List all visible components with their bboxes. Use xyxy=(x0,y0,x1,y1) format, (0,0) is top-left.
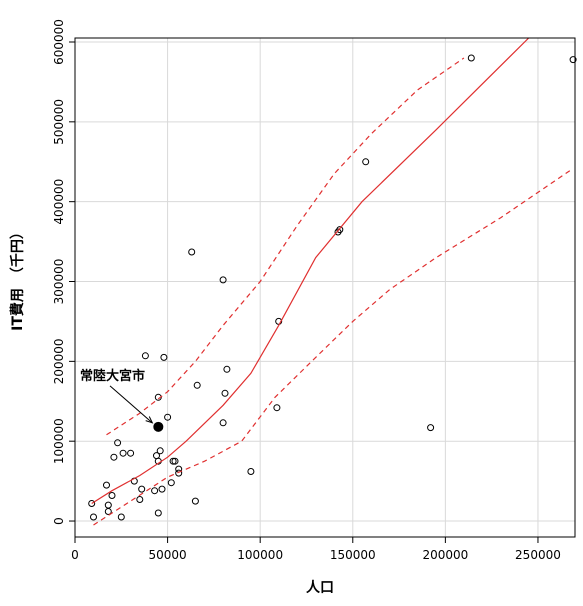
data-point xyxy=(219,419,227,427)
series-layer xyxy=(88,38,577,526)
data-point xyxy=(158,485,166,493)
data-point xyxy=(221,389,229,397)
data-point xyxy=(138,485,146,493)
y-tick-label: 500000 xyxy=(52,99,66,145)
data-point xyxy=(467,54,475,62)
annotation-label: 常陸大宮市 xyxy=(80,368,145,384)
data-point xyxy=(427,424,435,432)
data-point xyxy=(219,276,227,284)
confidence-band-line xyxy=(93,169,572,526)
y-tick-label: 100000 xyxy=(52,418,66,464)
data-point xyxy=(141,352,149,360)
data-point xyxy=(362,158,370,166)
data-point xyxy=(167,479,175,487)
data-point xyxy=(151,487,159,495)
annotation-arrowhead xyxy=(145,416,154,424)
grid-layer xyxy=(74,38,575,537)
plot-border xyxy=(74,37,576,538)
x-tick-label: 200000 xyxy=(422,548,468,562)
data-point xyxy=(191,497,199,505)
data-point xyxy=(108,492,116,499)
data-point xyxy=(103,481,110,489)
y-tick-label: 300000 xyxy=(52,259,66,305)
data-point xyxy=(569,56,577,64)
data-point xyxy=(104,501,112,509)
data-point xyxy=(169,457,177,465)
x-tick-label: 0 xyxy=(71,548,79,562)
axis-layer: 0 50000 100000 150000 200000 250000 0 100000 200… xyxy=(52,19,576,562)
fit-line xyxy=(91,38,530,505)
data-point xyxy=(273,404,281,412)
x-tick-label: 250000 xyxy=(515,548,561,562)
data-point xyxy=(156,447,164,455)
data-point xyxy=(336,226,344,234)
data-point xyxy=(160,353,168,361)
data-point xyxy=(110,453,118,461)
y-axis-title: IT費用 （千円） xyxy=(9,225,26,331)
y-tick-label: 600000 xyxy=(52,19,66,65)
data-point xyxy=(119,449,127,457)
x-axis-title: 人口 xyxy=(306,579,334,596)
y-tick-label: 0 xyxy=(52,517,66,525)
data-point xyxy=(136,496,144,503)
data-point xyxy=(223,365,231,373)
data-point xyxy=(90,513,97,521)
x-tick-label: 150000 xyxy=(330,548,376,562)
data-point xyxy=(171,457,179,465)
x-tick-label: 100000 xyxy=(237,548,283,562)
annotation-arrow xyxy=(109,385,153,424)
data-point xyxy=(175,469,183,477)
x-tick-label: 50000 xyxy=(148,548,186,562)
annotation-layer: 常陸大宮市 xyxy=(80,368,164,432)
data-point xyxy=(117,513,125,521)
y-tick-label: 400000 xyxy=(52,179,66,225)
data-point xyxy=(188,248,196,256)
highlighted-point xyxy=(153,421,164,432)
data-point xyxy=(193,381,201,389)
data-point xyxy=(114,439,122,447)
data-point xyxy=(154,509,162,517)
data-point xyxy=(247,468,255,475)
y-tick-label: 200000 xyxy=(52,338,66,384)
data-point xyxy=(127,449,135,457)
data-point xyxy=(88,500,96,507)
data-point xyxy=(164,413,172,421)
confidence-band-line xyxy=(106,57,465,436)
